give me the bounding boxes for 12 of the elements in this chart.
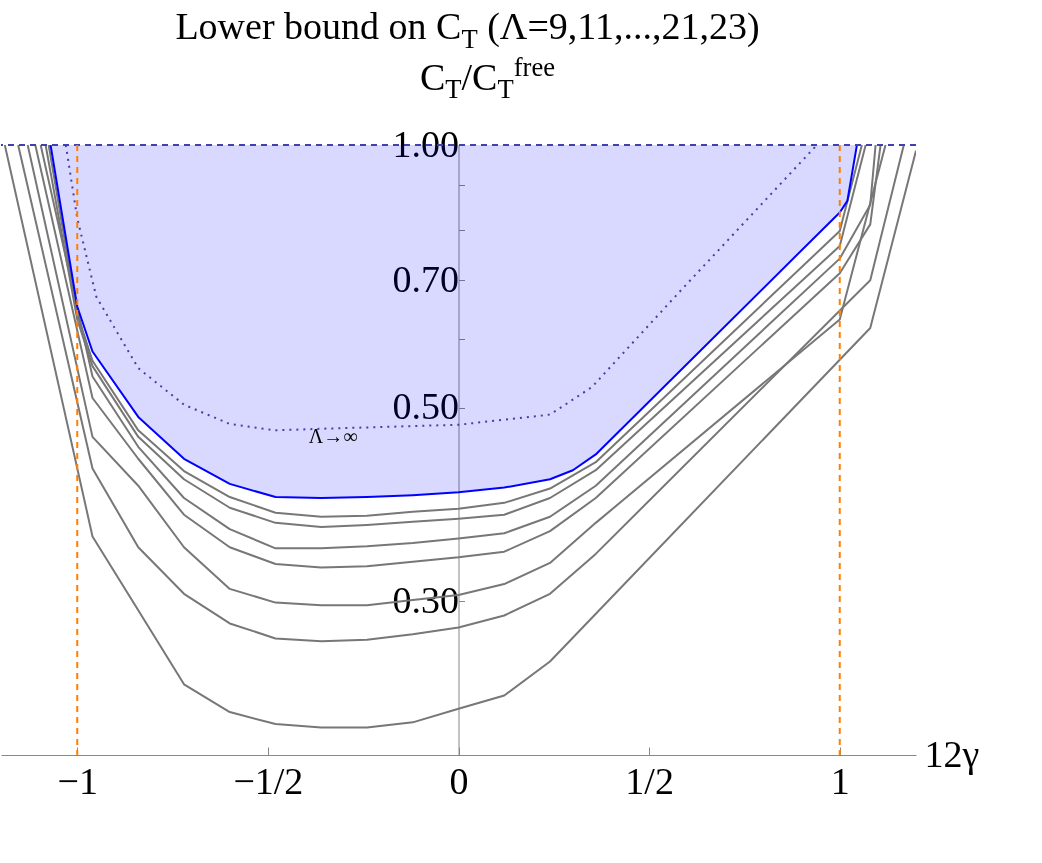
x-tick-label: −1: [57, 759, 98, 802]
y-tick-label: 0.70: [392, 257, 459, 300]
chart-title: Lower bound on C$_{T}$ (Λ=9,11,...,21,23): [174, 4, 761, 54]
x-tick-label: −1/2: [233, 759, 304, 802]
y-tick-label: 0.50: [392, 385, 459, 428]
x-tick-label: 0: [449, 759, 469, 802]
x-tick-label: 1: [830, 759, 850, 802]
annotation: Λ→∞: [308, 424, 358, 447]
y-tick-label: 1.00: [392, 122, 459, 165]
x-tick-label: 1/2: [625, 759, 674, 802]
y-tick-label: 0.30: [392, 578, 459, 621]
x-axis-title: 12γ: [924, 732, 980, 775]
